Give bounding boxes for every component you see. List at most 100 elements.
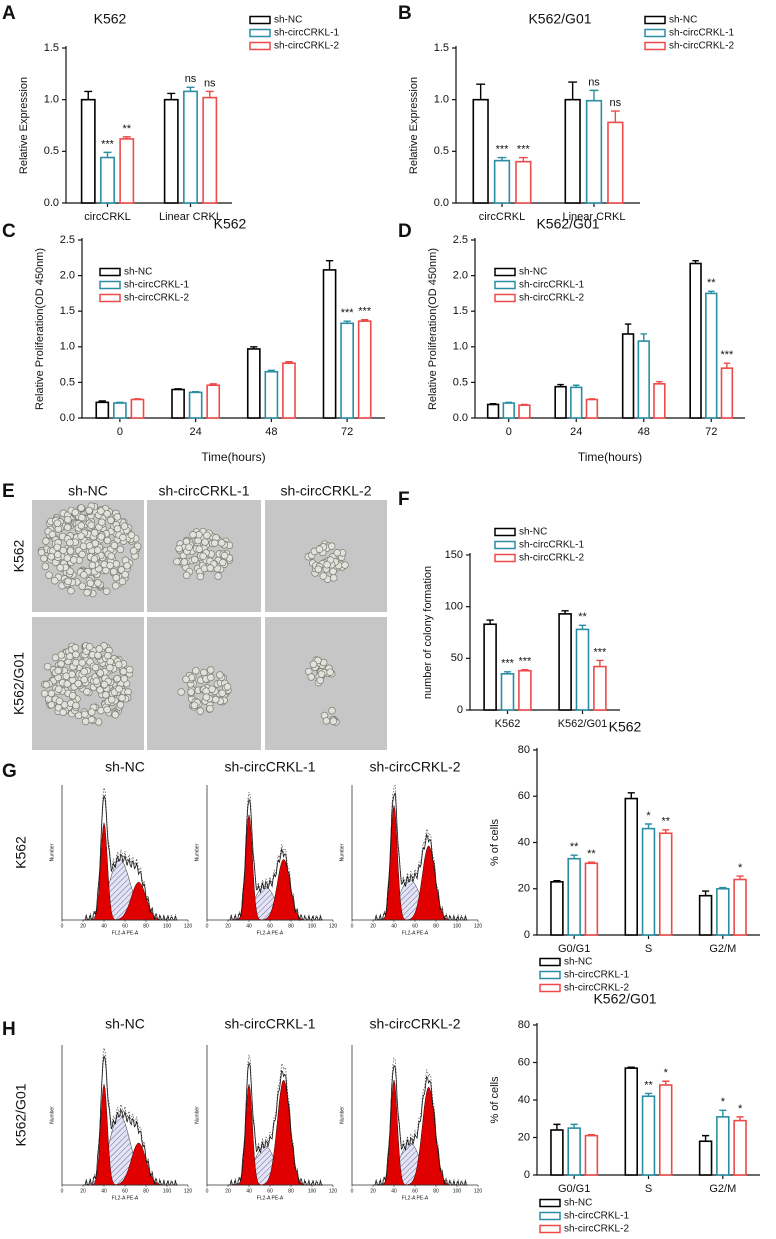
cell xyxy=(329,567,337,576)
colony-image xyxy=(147,500,261,612)
bar xyxy=(183,90,198,204)
cell xyxy=(192,666,200,675)
panel-letter: F xyxy=(398,489,410,510)
chart-title: K562/G01 xyxy=(528,11,591,27)
flow-x-tick-label: 20 xyxy=(370,1188,376,1194)
bar xyxy=(641,1095,656,1176)
cell xyxy=(37,548,46,557)
flow-x-tick-label: 60 xyxy=(412,1188,418,1194)
error-bar xyxy=(267,369,276,372)
cell xyxy=(333,548,342,557)
flow-x-tick-label: 120 xyxy=(329,1188,338,1194)
cell xyxy=(80,675,88,684)
cell xyxy=(106,663,114,672)
x-tick-label: G2/M xyxy=(709,943,736,955)
cell xyxy=(196,572,205,581)
bar xyxy=(500,673,515,711)
bar xyxy=(575,628,590,711)
cell xyxy=(327,542,336,550)
legend-label: sh-NC xyxy=(274,15,302,26)
cell xyxy=(120,675,129,683)
bar xyxy=(698,894,713,936)
cell xyxy=(216,671,224,679)
cell xyxy=(77,504,85,512)
cell xyxy=(72,701,80,710)
error-bar xyxy=(84,90,93,100)
legend-label: sh-circCRKL-1 xyxy=(519,280,584,291)
panel-letter: H xyxy=(2,1019,16,1040)
significance: *** xyxy=(496,143,510,155)
flow-x-label: FL2-A PE-A xyxy=(402,930,429,936)
legend-label: sh-circCRKL-2 xyxy=(519,293,584,304)
error-bar xyxy=(553,1123,561,1130)
error-bar xyxy=(719,1109,727,1117)
flow-x-tick-label: 100 xyxy=(308,1188,317,1194)
x-tick-label: G2/M xyxy=(709,1183,736,1195)
flow-x-tick-label: 80 xyxy=(433,1188,439,1194)
y-tick-label: 80 xyxy=(518,744,530,756)
significance: * xyxy=(721,1096,726,1108)
error-bar xyxy=(662,829,670,834)
y-axis-label: % of cells xyxy=(489,1076,501,1124)
cell xyxy=(189,531,197,539)
cell xyxy=(85,643,94,651)
legend-label: sh-circCRKL-1 xyxy=(274,28,339,39)
cell xyxy=(92,677,101,685)
chart-title: K562 xyxy=(609,719,642,735)
cell xyxy=(42,537,50,545)
legend-label: sh-circCRKL-2 xyxy=(124,293,189,304)
significance: ns xyxy=(588,76,600,88)
cell xyxy=(70,556,78,564)
significance: *** xyxy=(518,656,532,668)
cell xyxy=(118,694,126,702)
x-tick-label: circCRKL xyxy=(84,211,130,223)
error-bar xyxy=(191,390,200,393)
error-bar xyxy=(325,259,334,270)
panel-letter: E xyxy=(2,481,15,502)
x-tick-label: 72 xyxy=(341,426,353,438)
bar xyxy=(698,1140,713,1176)
bar xyxy=(621,333,635,419)
legend-swatch xyxy=(539,957,561,967)
y-tick-label: 0.0 xyxy=(434,197,449,209)
flow-x-label: FL2-A PE-A xyxy=(257,1195,284,1201)
legend-swatch xyxy=(249,15,271,25)
legend-swatch xyxy=(494,540,516,550)
cell xyxy=(71,643,80,652)
bar xyxy=(716,887,730,936)
cell xyxy=(66,547,75,555)
y-tick-label: 0.5 xyxy=(434,145,449,157)
flow-x-tick-label: 60 xyxy=(122,923,128,929)
cell xyxy=(45,571,53,579)
cell xyxy=(119,667,128,676)
cell xyxy=(341,561,349,569)
error-bar xyxy=(570,854,578,859)
bar xyxy=(264,370,279,419)
cell xyxy=(206,564,215,572)
cell xyxy=(120,522,129,530)
cell xyxy=(307,673,315,681)
cell xyxy=(182,571,191,580)
significance: ** xyxy=(587,848,596,860)
axes xyxy=(81,238,385,419)
cell xyxy=(59,546,68,555)
error-bar xyxy=(702,890,710,896)
row-label: K562/G01 xyxy=(11,652,27,715)
flow-x-label: FL2-A PE-A xyxy=(112,1195,139,1201)
error-bar xyxy=(627,1066,635,1069)
flow-x-tick-label: 100 xyxy=(163,923,172,929)
flow-x-tick-label: 100 xyxy=(163,1188,172,1194)
bar xyxy=(515,160,532,204)
y-tick-label: 60 xyxy=(518,1056,530,1068)
bar xyxy=(689,262,702,419)
error-bar xyxy=(561,610,569,614)
y-tick-label: 0 xyxy=(524,929,530,941)
bar xyxy=(733,878,747,936)
bar xyxy=(705,292,718,419)
cell xyxy=(94,651,102,659)
bar xyxy=(518,669,532,711)
cell xyxy=(110,541,119,550)
legend-label: sh-circCRKL-1 xyxy=(564,970,629,981)
cell xyxy=(54,666,62,675)
cell xyxy=(77,521,86,530)
